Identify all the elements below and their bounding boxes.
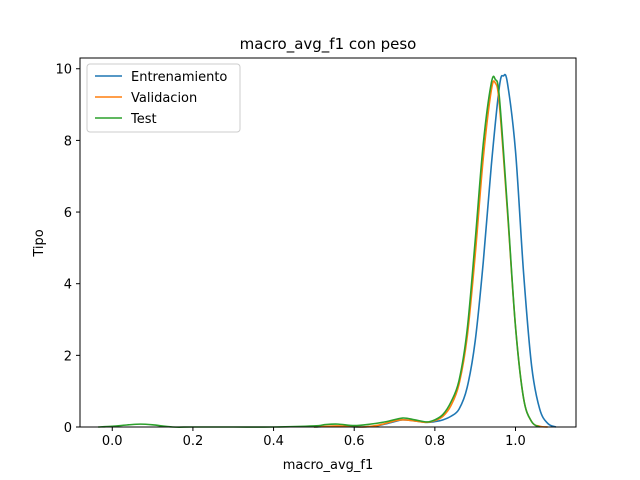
x-tick-label: 0.8	[425, 434, 446, 449]
x-tick-label: 0.0	[102, 434, 123, 449]
legend-label: Entrenamiento	[131, 70, 227, 85]
x-tick-label: 0.4	[263, 434, 284, 449]
chart-title: macro_avg_f1 con peso	[240, 35, 417, 54]
y-tick-label: 8	[64, 134, 72, 149]
y-axis: 0 2 4 6 8 10	[55, 63, 80, 436]
y-axis-label: Tipo	[32, 229, 47, 257]
axes-frame	[79, 57, 577, 428]
x-tick-label: 1.0	[505, 434, 526, 449]
y-tick-label: 6	[64, 206, 72, 221]
legend: Entrenamiento Validacion Test	[86, 63, 241, 133]
x-tick-label: 0.6	[344, 434, 365, 449]
legend-label: Test	[130, 112, 157, 127]
y-tick-label: 10	[55, 63, 72, 78]
x-axis-label: macro_avg_f1	[283, 458, 374, 473]
legend-box	[86, 63, 241, 133]
y-tick-label: 0	[64, 421, 72, 436]
x-axis: 0.0 0.2 0.4 0.6 0.8 1.0	[102, 427, 526, 449]
y-tick-label: 4	[64, 278, 72, 293]
legend-label: Validacion	[131, 91, 197, 106]
x-tick-label: 0.2	[183, 434, 204, 449]
y-tick-label: 2	[64, 349, 72, 364]
